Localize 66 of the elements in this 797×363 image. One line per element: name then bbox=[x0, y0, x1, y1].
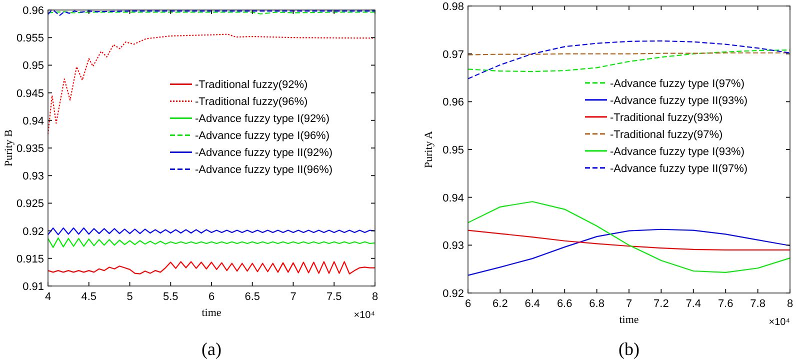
y-tick-label: 0.92 bbox=[22, 226, 44, 238]
line-series bbox=[467, 228, 791, 276]
y-tick-label: 0.935 bbox=[16, 143, 44, 155]
y-axis-title: Purity B bbox=[3, 130, 15, 166]
text: (b) bbox=[618, 339, 640, 359]
x-tick-label: 8 bbox=[786, 298, 794, 310]
line-series bbox=[47, 227, 376, 236]
x-tick-label: 6 bbox=[464, 298, 472, 310]
y-axis-title: Purity A bbox=[423, 130, 435, 168]
text: ×10⁴ bbox=[768, 317, 790, 328]
x-tick-label: 4.5 bbox=[81, 291, 97, 303]
x-tick-label: 4 bbox=[44, 291, 52, 303]
text: ×10⁴ bbox=[354, 310, 375, 321]
legend-label: -Advance fuzzy type II(97%) bbox=[610, 162, 748, 175]
line-series bbox=[467, 230, 791, 250]
x-tick-label: 7 bbox=[626, 298, 632, 310]
x-tick-label: 6.2 bbox=[492, 298, 508, 310]
legend-label: -Advance fuzzy type II(96%) bbox=[195, 164, 333, 176]
x-tick-label: 7.4 bbox=[686, 298, 702, 310]
y-tick-label: 0.96 bbox=[22, 5, 44, 17]
x-tick-label: 7.5 bbox=[326, 291, 342, 303]
y-tick-label: 0.95 bbox=[442, 144, 464, 156]
y-tick-label: 0.96 bbox=[442, 96, 464, 109]
line-series bbox=[467, 40, 791, 80]
y-tick-label: 0.92 bbox=[442, 288, 464, 300]
x-tick-label: 7.2 bbox=[654, 298, 669, 310]
x-tick-label: 6.5 bbox=[244, 291, 260, 303]
legend-label: -Advance fuzzy type II(93%) bbox=[610, 94, 748, 107]
line-series bbox=[47, 261, 376, 274]
y-tick-label: 0.94 bbox=[22, 115, 44, 128]
x-tick-label: 6.8 bbox=[589, 298, 604, 310]
x-tick-label: 5.5 bbox=[162, 291, 178, 303]
x-axis-title: time bbox=[202, 307, 222, 319]
legend-label: -Traditional fuzzy(97%) bbox=[610, 128, 723, 141]
x-tick-label: 6.4 bbox=[524, 298, 540, 310]
legend-label: -Advance fuzzy type I(93%) bbox=[610, 146, 745, 158]
legend-label: -Traditional fuzzy(96%) bbox=[195, 96, 308, 108]
y-tick-label: 0.945 bbox=[16, 88, 44, 100]
x-tick-label: 8 bbox=[372, 291, 378, 303]
y-tick-label: 0.925 bbox=[16, 198, 44, 210]
text: (a) bbox=[202, 339, 222, 359]
y-tick-label: 0.93 bbox=[22, 170, 44, 183]
x-tick-label: 5 bbox=[126, 291, 133, 303]
x-tick-label: 6 bbox=[208, 291, 215, 303]
x-tick-label: 7.6 bbox=[718, 298, 734, 310]
line-series bbox=[467, 201, 791, 273]
y-tick-label: 0.93 bbox=[442, 240, 464, 252]
y-tick-label: 0.97 bbox=[442, 48, 464, 61]
legend-label: -Traditional fuzzy(92%) bbox=[195, 79, 308, 92]
y-tick-label: 0.95 bbox=[22, 60, 44, 72]
legend-label: -Advance fuzzy type I(92%) bbox=[195, 113, 330, 126]
line-series bbox=[467, 49, 791, 72]
legend-label: -Advance fuzzy type I(96%) bbox=[195, 130, 330, 142]
x-tick-label: 7 bbox=[290, 291, 296, 303]
legend-label: -Traditional fuzzy(93%) bbox=[610, 112, 723, 124]
y-tick-label: 0.98 bbox=[442, 1, 464, 13]
x-tick-label: 6.6 bbox=[556, 298, 572, 310]
y-tick-label: 0.94 bbox=[442, 192, 464, 204]
x-axis-title: time bbox=[619, 314, 639, 326]
y-tick-label: 0.955 bbox=[16, 32, 44, 45]
y-tick-label: 0.915 bbox=[16, 253, 44, 266]
y-tick-label: 0.91 bbox=[22, 281, 44, 293]
line-series bbox=[47, 237, 376, 248]
legend-label: -Advance fuzzy type II(92%) bbox=[195, 147, 333, 160]
x-tick-label: 7.8 bbox=[750, 298, 766, 310]
legend-label: -Advance fuzzy type I(97%) bbox=[610, 78, 745, 90]
